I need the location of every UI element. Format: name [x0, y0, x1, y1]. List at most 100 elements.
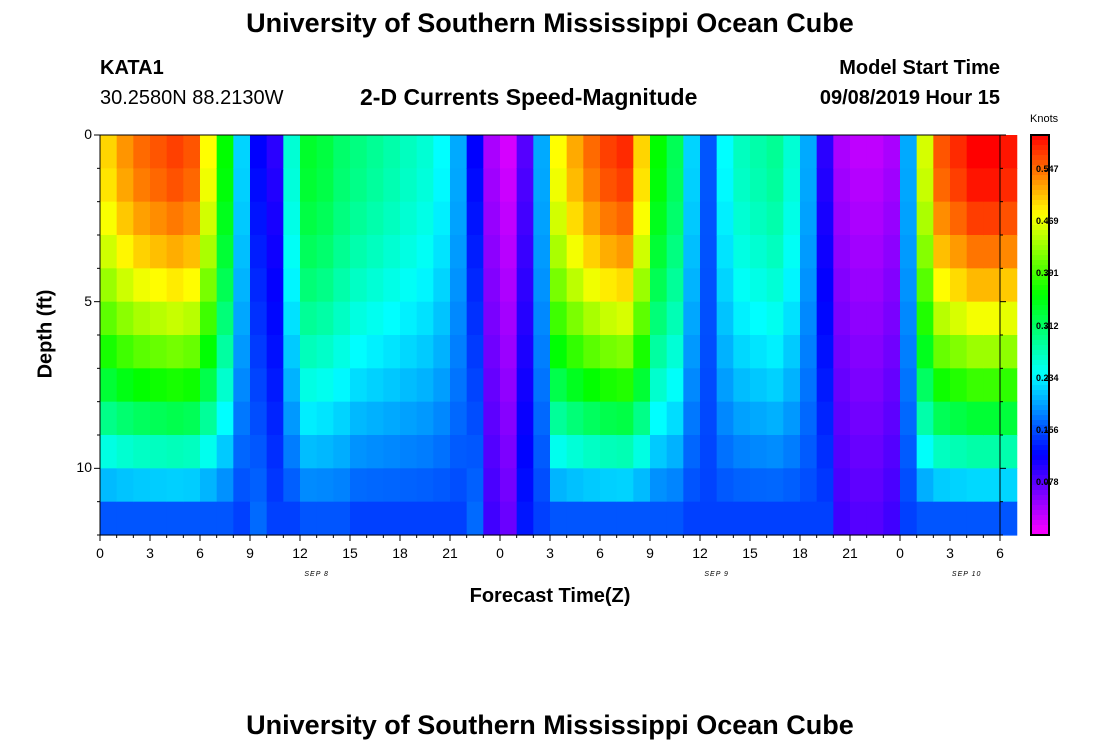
heatmap-cell — [583, 435, 601, 469]
heatmap-cell — [500, 335, 518, 369]
heatmap-cell — [233, 235, 251, 269]
colorbar-segment — [1031, 210, 1049, 216]
colorbar-segment — [1031, 400, 1049, 406]
heatmap-cell — [733, 201, 751, 236]
heatmap-cell — [483, 468, 501, 503]
heatmap-cell — [250, 401, 268, 436]
heatmap-cell — [316, 401, 334, 436]
heatmap-cell — [833, 501, 851, 536]
heatmap-cell — [766, 135, 784, 169]
heatmap-cell — [650, 401, 668, 436]
colorbar-segment — [1031, 460, 1049, 466]
colorbar-segment — [1031, 255, 1049, 261]
heatmap-cell — [483, 168, 501, 203]
heatmap-cell — [866, 401, 884, 436]
heatmap-cell — [850, 435, 868, 469]
heatmap-cell — [600, 501, 618, 536]
colorbar-segment — [1031, 530, 1049, 536]
colorbar-segment — [1031, 520, 1049, 526]
heatmap-cell — [583, 335, 601, 369]
heatmap-cell — [833, 168, 851, 203]
heatmap-cell — [266, 168, 284, 203]
heatmap-cell — [133, 201, 151, 236]
heatmap-cell — [433, 268, 451, 303]
heatmap-cell — [433, 168, 451, 203]
heatmap-cell — [366, 235, 384, 269]
heatmap-cell — [116, 201, 134, 236]
heatmap-cell — [866, 168, 884, 203]
heatmap-cell — [650, 335, 668, 369]
heatmap-cell — [916, 501, 934, 536]
heatmap-cell — [466, 368, 484, 403]
heatmap-cell — [666, 268, 684, 303]
heatmap-cell — [733, 435, 751, 469]
heatmap-cell — [433, 435, 451, 469]
heatmap-cell — [466, 301, 484, 336]
heatmap-cell — [283, 501, 301, 536]
heatmap-cell — [700, 301, 718, 336]
heatmap-cell — [266, 335, 284, 369]
heatmap-cell — [350, 401, 368, 436]
heatmap-cell — [350, 135, 368, 169]
heatmap-cell — [233, 301, 251, 336]
heatmap-cell — [316, 468, 334, 503]
colorbar-segment — [1031, 325, 1049, 331]
colorbar-segment — [1031, 310, 1049, 316]
heatmap-cell — [950, 435, 968, 469]
heatmap-cell — [850, 501, 868, 536]
heatmap-cell — [216, 201, 234, 236]
heatmap-cell — [500, 168, 518, 203]
heatmap-cell — [850, 235, 868, 269]
heatmap-cell — [666, 335, 684, 369]
colorbar-segment — [1031, 525, 1049, 531]
heatmap-cell — [833, 301, 851, 336]
heatmap-cell — [633, 401, 651, 436]
heatmap-cell — [700, 235, 718, 269]
heatmap-cell — [516, 235, 534, 269]
x-tick-label: 15 — [742, 545, 758, 561]
colorbar-segment — [1031, 380, 1049, 386]
heatmap-cell — [250, 435, 268, 469]
heatmap-cell — [633, 501, 651, 536]
heatmap-cell — [316, 135, 334, 169]
heatmap-cell — [533, 168, 551, 203]
colorbar-segment — [1031, 155, 1049, 161]
heatmap-cell — [250, 468, 268, 503]
heatmap-cell — [750, 368, 768, 403]
heatmap-cell — [766, 501, 784, 536]
heatmap-cell — [466, 501, 484, 536]
heatmap-cell — [816, 301, 834, 336]
heatmap-cell — [733, 501, 751, 536]
heatmap-cell — [683, 368, 701, 403]
heatmap-cell — [766, 168, 784, 203]
heatmap-cell — [683, 501, 701, 536]
heatmap-cell — [366, 168, 384, 203]
heatmap-cell — [166, 501, 184, 536]
colorbar-segment — [1031, 490, 1049, 496]
heatmap-cell — [183, 401, 201, 436]
heatmap-cell — [283, 368, 301, 403]
heatmap-cell — [366, 401, 384, 436]
heatmap-cell — [266, 268, 284, 303]
heatmap-cell — [750, 435, 768, 469]
heatmap-cell — [316, 201, 334, 236]
heatmap-cell — [216, 401, 234, 436]
heatmap-cell — [600, 435, 618, 469]
heatmap-cell — [183, 135, 201, 169]
heatmap-cell — [850, 335, 868, 369]
heatmap-cell — [333, 268, 351, 303]
colorbar-segment — [1031, 345, 1049, 351]
colorbar-segment — [1031, 340, 1049, 346]
colorbar-segment — [1031, 505, 1049, 511]
heatmap-cell — [183, 268, 201, 303]
heatmap-cell — [333, 135, 351, 169]
heatmap-cell — [883, 268, 901, 303]
heatmap-cell — [566, 135, 584, 169]
heatmap-cell — [550, 168, 568, 203]
heatmap-cell — [650, 501, 668, 536]
heatmap-cell — [616, 168, 634, 203]
heatmap-cell — [833, 201, 851, 236]
x-tick-label: 3 — [546, 545, 554, 561]
heatmap-cell — [900, 135, 918, 169]
heatmap-cell — [316, 435, 334, 469]
